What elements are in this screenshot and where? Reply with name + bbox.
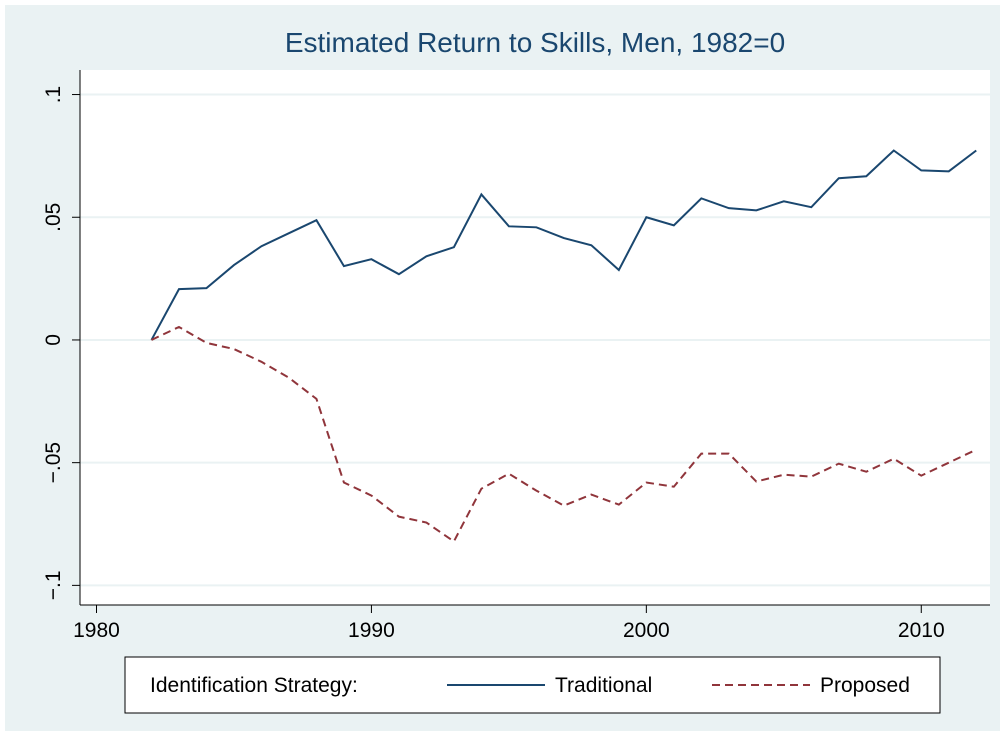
- y-tick-label: .05: [42, 203, 65, 232]
- series-line: [150, 149, 977, 341]
- y-tick-label: .1: [42, 86, 65, 104]
- x-tick-label: 2000: [623, 619, 670, 642]
- series-line: [151, 325, 977, 543]
- x-tick-label: 2010: [898, 619, 945, 642]
- x-tick-label: 1990: [348, 619, 395, 642]
- y-tick-label: −.05: [42, 442, 65, 483]
- legend-label: Proposed: [820, 674, 910, 697]
- chart-title: Estimated Return to Skills, Men, 1982=0: [285, 27, 785, 58]
- legend-label: Traditional: [555, 674, 652, 697]
- y-tick-label: 0: [42, 334, 65, 346]
- x-tick-label: 1980: [73, 619, 120, 642]
- y-tick-label: −.1: [42, 570, 65, 600]
- legend-title: Identification Strategy:: [150, 674, 358, 697]
- plot-area: [80, 70, 990, 605]
